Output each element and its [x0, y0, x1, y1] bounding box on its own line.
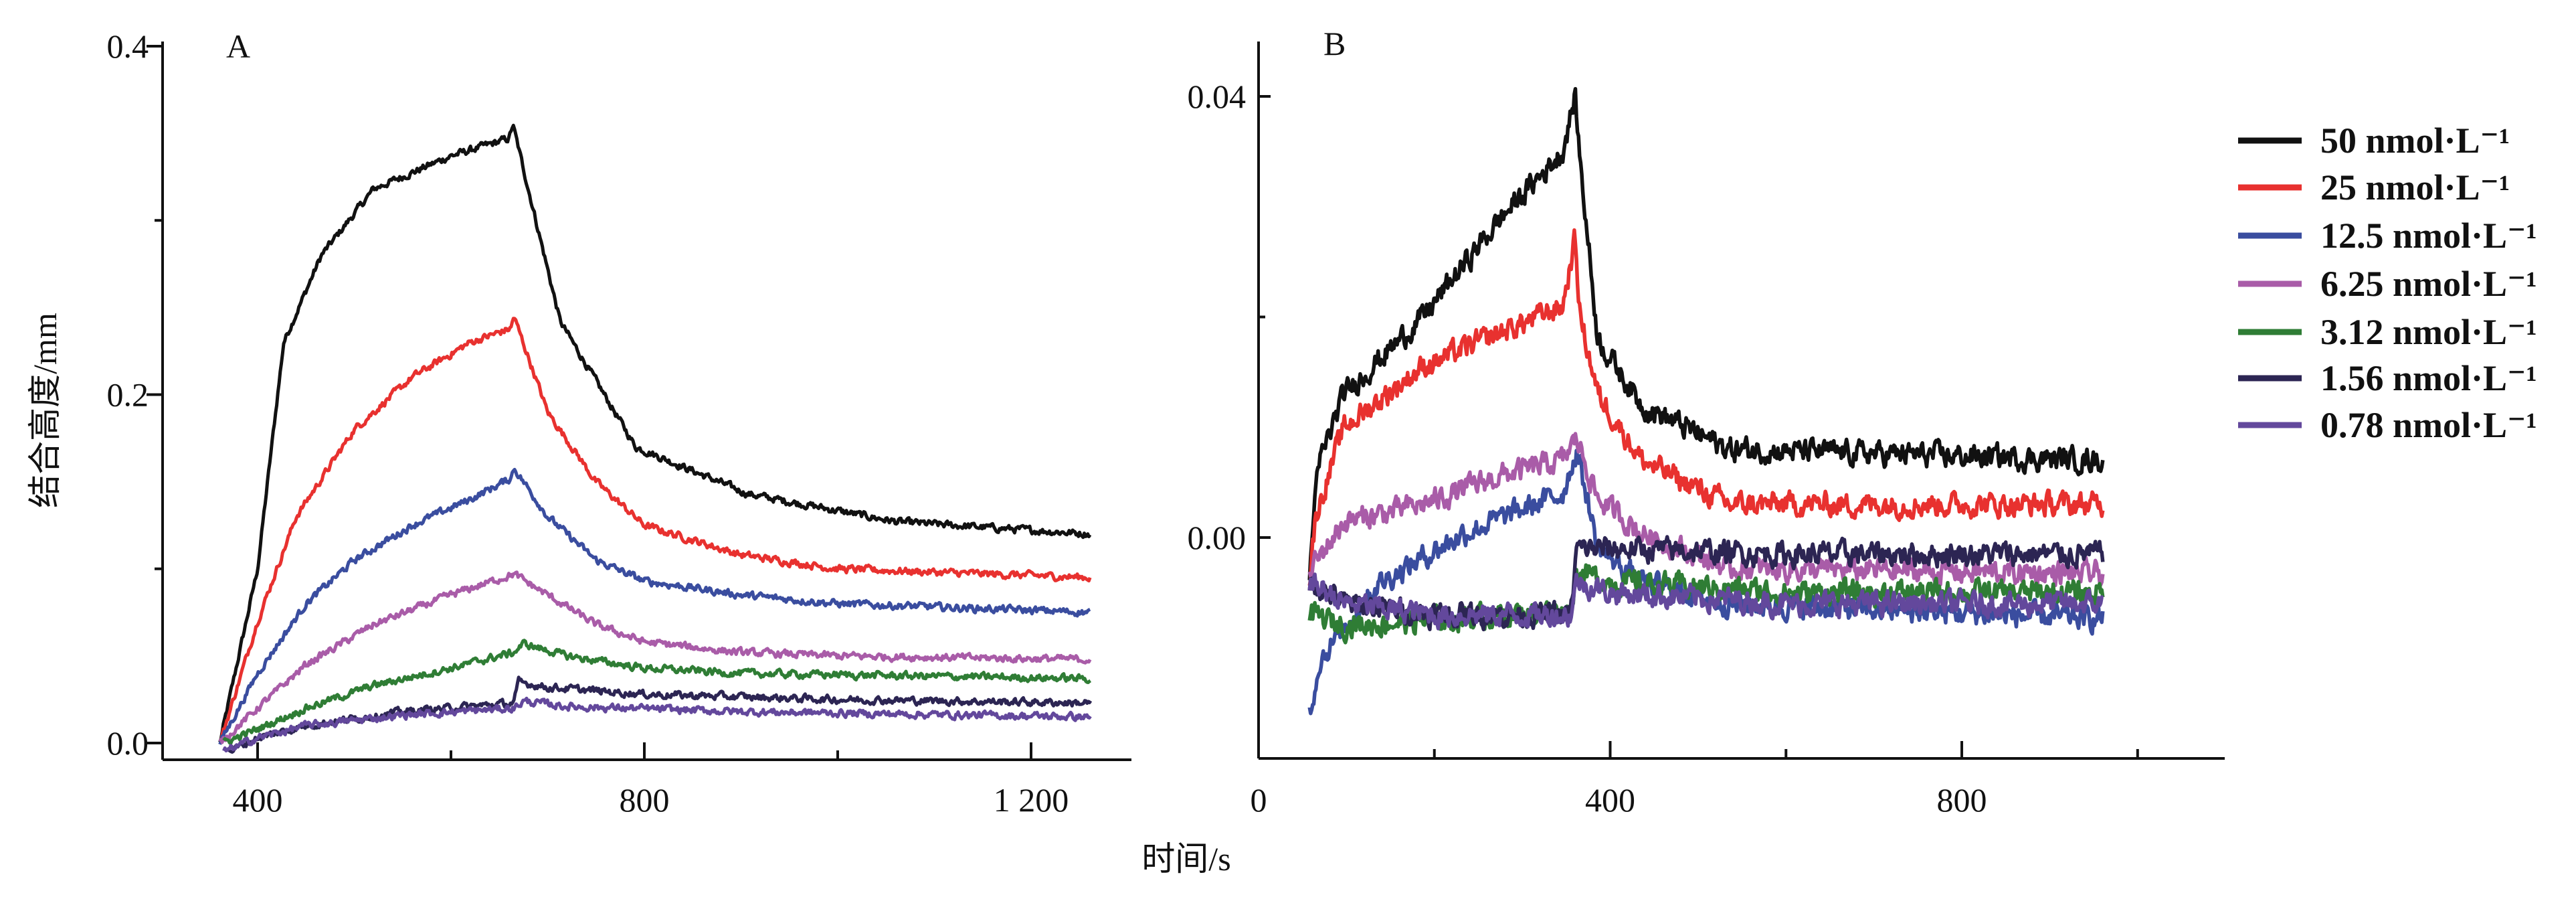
y-tick-label: 0.04: [1188, 78, 1247, 115]
series-line-2: [219, 317, 1092, 743]
legend-item: 3.12 nmol·L⁻¹: [2238, 312, 2537, 352]
legend-label: 1.56 nmol·L⁻¹: [2320, 358, 2537, 398]
legend-item: 12.5 nmol·L⁻¹: [2238, 216, 2537, 256]
x-tick-label: 400: [233, 781, 283, 819]
legend-label: 3.12 nmol·L⁻¹: [2320, 312, 2537, 352]
legend-item: 50 nmol·L⁻¹: [2238, 120, 2510, 161]
series-line-1: [218, 123, 1092, 743]
x-tick-label: 800: [1937, 781, 1987, 819]
series-line-1: [1307, 86, 2105, 580]
y-tick-label: 0.4: [107, 27, 149, 65]
series-line-2: [1307, 228, 2105, 586]
panel-b-chart: B 0 400 800 0.00 0.04: [1188, 25, 2225, 819]
panel-b-ticks: 0 400 800 0.00 0.04: [1188, 78, 2139, 819]
panel-a-chart: A 结合高度/mm 400 800 1 200 0.0 0.2 0.4: [26, 27, 1131, 819]
legend-item: 6.25 nmol·L⁻¹: [2238, 264, 2537, 304]
x-tick-label: 800: [620, 781, 670, 819]
legend-item: 1.56 nmol·L⁻¹: [2238, 358, 2537, 398]
panel-a-series: [218, 123, 1093, 754]
series-line-3: [218, 467, 1091, 745]
legend-label: 6.25 nmol·L⁻¹: [2320, 264, 2537, 304]
panel-b-label: B: [1323, 25, 1346, 62]
legend-label: 50 nmol·L⁻¹: [2320, 120, 2510, 161]
legend-item: 0.78 nmol·L⁻¹: [2238, 405, 2537, 445]
series-line-4: [1307, 432, 2105, 588]
legend: 50 nmol·L⁻¹ 25 nmol·L⁻¹ 12.5 nmol·L⁻¹ 6.25 …: [2238, 120, 2537, 445]
x-tick-label: 0: [1251, 781, 1267, 819]
x-tick-label: 400: [1585, 781, 1635, 819]
y-tick-label: 0.2: [107, 376, 149, 414]
y-tick-label: 0.00: [1188, 519, 1247, 556]
y-tick-label: 0.0: [107, 724, 149, 762]
legend-label: 25 nmol·L⁻¹: [2320, 167, 2510, 208]
series-line-7: [222, 696, 1092, 753]
x-axis-label: 时间/s: [1141, 840, 1230, 878]
series-line-5: [222, 639, 1092, 746]
series-line-7: [1307, 572, 2104, 631]
panel-a-ticks: 400 800 1 200 0.0 0.2 0.4: [107, 27, 1069, 819]
panel-a-label: A: [226, 27, 250, 65]
y-axis-label: 结合高度/mm: [26, 313, 64, 508]
series-line-4: [218, 570, 1092, 744]
legend-label: 12.5 nmol·L⁻¹: [2320, 216, 2537, 256]
panel-b-series: [1307, 86, 2105, 716]
x-tick-label: 1 200: [994, 781, 1069, 819]
legend-item: 25 nmol·L⁻¹: [2238, 167, 2510, 208]
legend-label: 0.78 nmol·L⁻¹: [2320, 405, 2537, 445]
